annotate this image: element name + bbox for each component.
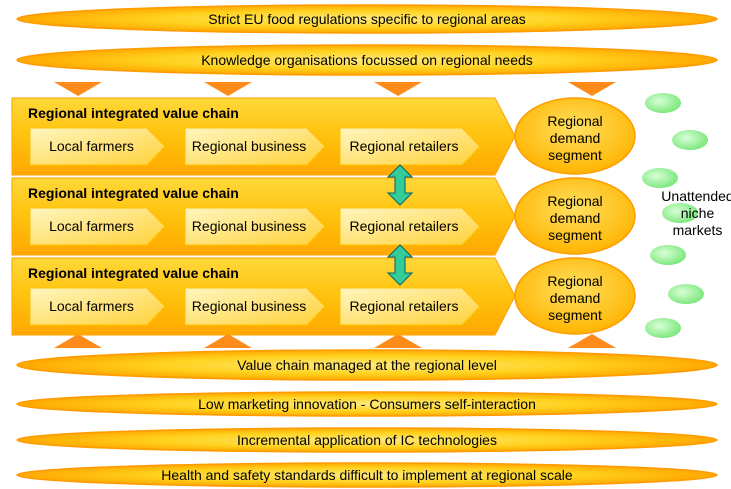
step-chevron: [184, 287, 326, 326]
double-arrow: [386, 244, 414, 286]
chain-title: Regional integrated value chain: [28, 104, 239, 121]
demand-ellipse: [514, 177, 636, 255]
niche-oval: [662, 203, 698, 223]
step-chevron: [339, 127, 481, 166]
step-label: Regional business: [191, 138, 307, 154]
top-bar-label: Strict EU food regulations specific to r…: [208, 10, 526, 27]
top-bar-label: Knowledge organisations focussed on regi…: [201, 51, 533, 68]
step-label: Regional retailers: [349, 138, 459, 154]
shapes: [11, 4, 718, 488]
bottom-bar: [16, 391, 718, 417]
bottom-bar: [16, 349, 718, 381]
demand-label: Regional demand segment: [547, 272, 603, 323]
niche-oval: [672, 130, 708, 150]
step-label: Regional business: [191, 298, 307, 314]
step-label: Local farmers: [49, 218, 134, 234]
niche-oval: [642, 168, 678, 188]
niche-label: Unattended niche markets: [661, 187, 731, 238]
down-arrow: [568, 82, 616, 96]
demand-label: Regional demand segment: [547, 112, 603, 163]
bottom-bar-label: Value chain managed at the regional leve…: [237, 356, 497, 373]
top-bar: [16, 4, 718, 34]
step-label: Local farmers: [49, 138, 134, 154]
chain-title: Regional integrated value chain: [28, 184, 239, 201]
step-chevron: [29, 287, 166, 326]
bottom-bar: [16, 462, 718, 488]
step-label: Regional retailers: [349, 218, 459, 234]
niche-oval: [668, 284, 704, 304]
up-arrow: [204, 334, 252, 348]
bottom-bar: [16, 427, 718, 453]
step-label: Regional business: [191, 218, 307, 234]
down-arrow: [54, 82, 102, 96]
down-arrow: [204, 82, 252, 96]
top-bar: [16, 44, 718, 76]
chain-title: Regional integrated value chain: [28, 264, 239, 281]
demand-label: Regional demand segment: [547, 192, 603, 243]
demand-ellipse: [514, 97, 636, 175]
step-label: Regional retailers: [349, 298, 459, 314]
step-label: Local farmers: [49, 298, 134, 314]
up-arrow: [374, 334, 422, 348]
down-arrow: [374, 82, 422, 96]
up-arrow: [54, 334, 102, 348]
step-chevron: [184, 127, 326, 166]
niche-oval: [650, 245, 686, 265]
up-arrow: [568, 334, 616, 348]
step-chevron: [29, 127, 166, 166]
step-chevron: [339, 207, 481, 246]
double-arrow: [386, 164, 414, 206]
step-chevron: [339, 287, 481, 326]
niche-oval: [645, 318, 681, 338]
niche-oval: [645, 93, 681, 113]
bottom-bar-label: Low marketing innovation - Consumers sel…: [198, 395, 536, 412]
bottom-bar-label: Incremental application of IC technologi…: [237, 431, 497, 448]
bottom-bar-label: Health and safety standards difficult to…: [161, 466, 573, 483]
step-chevron: [29, 207, 166, 246]
demand-ellipse: [514, 257, 636, 335]
step-chevron: [184, 207, 326, 246]
